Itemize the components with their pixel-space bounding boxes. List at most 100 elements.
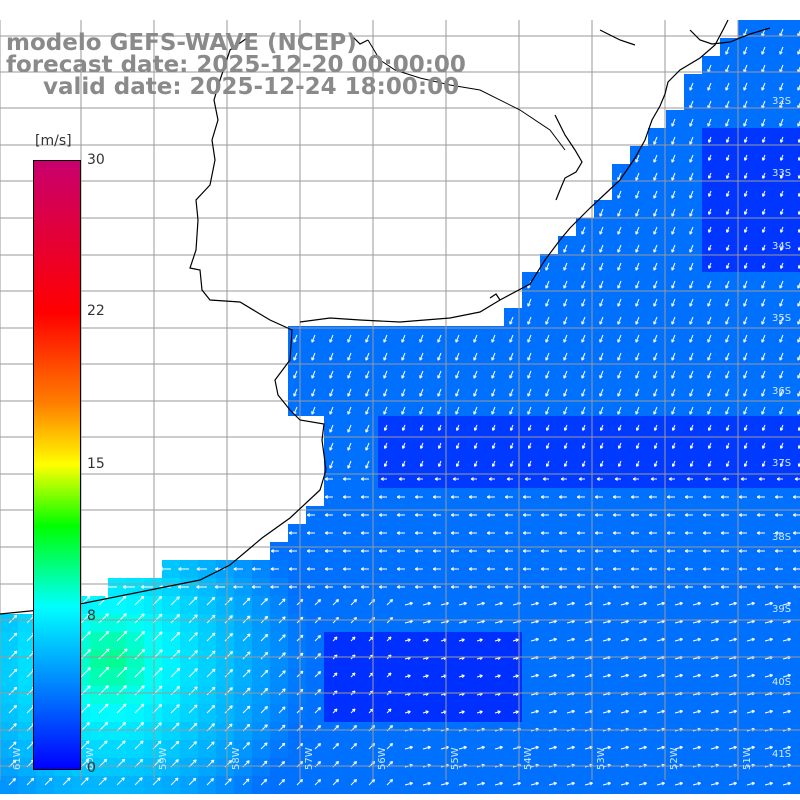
wind-arrow-head (679, 673, 683, 676)
wind-arrow-head (317, 706, 321, 709)
wind-arrow-head (380, 478, 384, 481)
wind-arrow-head (599, 375, 603, 379)
wind-arrow-head (214, 586, 218, 589)
wind-arrow (689, 226, 694, 235)
wind-arrow (260, 779, 267, 786)
wind-arrow-head (625, 601, 629, 604)
wind-arrow (656, 638, 665, 642)
wind-arrow-head (317, 742, 321, 745)
wind-arrow (728, 710, 737, 714)
wind-arrow-head (769, 709, 773, 712)
wind-arrow (98, 613, 109, 624)
wind-arrow-head (527, 357, 531, 361)
wind-arrow-head (596, 478, 600, 481)
wind-arrow-head (780, 428, 784, 431)
wind-arrow (707, 118, 712, 127)
wind-arrow (797, 318, 800, 325)
wind-arrow-head (769, 781, 773, 784)
wind-arrow-head (263, 778, 267, 781)
wind-arrow-head (617, 357, 621, 361)
wind-cell (792, 380, 800, 398)
wind-arrow (404, 746, 413, 750)
wind-arrow-head (636, 464, 640, 467)
wind-arrow-head (174, 777, 179, 780)
wind-arrow (314, 743, 321, 750)
wind-arrow (455, 388, 460, 397)
wind-arrow-head (432, 586, 437, 589)
wind-arrow (728, 602, 737, 606)
wind-arrow (437, 406, 442, 415)
wind-arrow (743, 388, 748, 397)
wind-arrow (563, 388, 568, 397)
wind-arrow-head (546, 464, 550, 467)
wind-arrow-head (643, 727, 647, 730)
wind-arrow-head (740, 478, 744, 481)
wind-arrow-head (720, 514, 725, 517)
wind-arrow (692, 638, 701, 642)
wind-arrow-head (792, 586, 797, 589)
wind-arrow (347, 406, 352, 415)
wind-arrow-head (661, 745, 665, 748)
wind-arrow-head (360, 532, 365, 535)
wind-arrow-head (401, 357, 405, 361)
wind-arrow-head (762, 230, 766, 233)
wind-arrow (689, 316, 694, 325)
wind-arrow-head (540, 514, 545, 517)
wind-arrow (494, 746, 503, 750)
wind-arrow (314, 689, 321, 696)
wind-arrow-head (333, 672, 338, 675)
wind-arrow-head (715, 601, 719, 604)
wind-arrow-head (468, 586, 473, 589)
wind-arrow-head (607, 781, 611, 784)
wind-arrow-head (787, 673, 791, 676)
wind-cell (792, 110, 800, 128)
wind-arrow-head (365, 393, 369, 397)
wind-arrow (797, 408, 800, 415)
wind-arrow (743, 64, 748, 73)
wind-arrow (692, 746, 701, 750)
wind-arrow-head (779, 375, 783, 379)
wind-arrow-head (387, 636, 392, 639)
wind-arrow-head (479, 674, 483, 677)
wind-arrow (581, 370, 586, 379)
wind-arrow-head (684, 568, 689, 571)
wind-arrow-head (12, 778, 16, 780)
wind-arrow (725, 100, 730, 109)
wind-arrow (170, 649, 181, 660)
wind-arrow (602, 620, 611, 624)
wind-arrow (653, 190, 658, 199)
wind-arrow (599, 406, 604, 415)
wind-arrow-head (317, 778, 321, 781)
wind-arrow (509, 334, 514, 343)
wind-arrow-head (353, 760, 357, 763)
wind-cell (792, 614, 800, 632)
wind-arrow (404, 620, 413, 624)
wind-arrow-head (545, 339, 549, 343)
wind-arrow (782, 638, 791, 642)
wind-arrow-head (643, 781, 647, 784)
wind-arrow-head (491, 411, 495, 415)
wind-arrow (761, 82, 766, 91)
wind-arrow-head (654, 464, 658, 467)
wind-arrow-head (389, 724, 393, 727)
wind-arrow-head (671, 249, 675, 253)
wind-arrow-head (762, 176, 766, 179)
wind-arrow-head (661, 637, 665, 640)
wind-arrow-head (510, 446, 514, 449)
wind-arrow (761, 118, 766, 127)
wind-arrow-head (661, 727, 665, 730)
wind-arrow (764, 602, 773, 606)
wind-arrow-head (762, 428, 766, 431)
wind-arrow (638, 782, 647, 786)
wind-arrow-head (558, 550, 563, 553)
wind-arrow-head (104, 721, 108, 724)
wind-arrow (527, 334, 532, 343)
wind-arrow-head (571, 601, 575, 604)
wind-arrow-head (432, 532, 437, 535)
wind-arrow (797, 390, 800, 397)
wind-arrow-head (468, 550, 473, 553)
wind-arrow-head (402, 446, 406, 449)
wind-arrow-head (13, 650, 18, 653)
wind-arrow-head (671, 411, 675, 415)
wind-arrow-head (347, 465, 351, 469)
